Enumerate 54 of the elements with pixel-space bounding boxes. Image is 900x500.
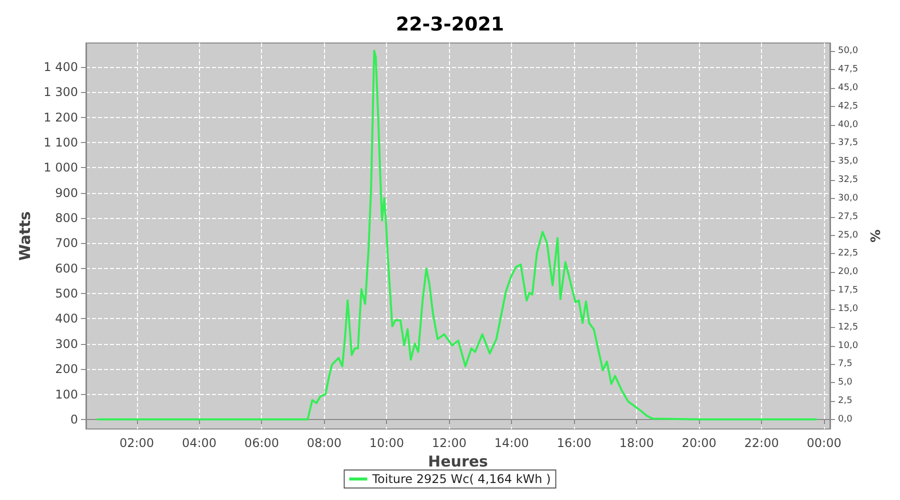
y-tick-label: 900 (55, 186, 78, 200)
x-tick-label: 20:00 (682, 436, 716, 450)
x-tick-label: 02:00 (119, 436, 154, 450)
y2-tick-label: 40,0 (838, 120, 858, 130)
y-tick-label: 1 400 (44, 60, 78, 74)
legend-label: Toiture 2925 Wc( 4,164 kWh ) (371, 472, 551, 486)
y2-tick-label: 50,0 (838, 46, 858, 56)
y2-tick-label: 7,5 (838, 359, 852, 370)
line-series (96, 50, 818, 420)
y2-tick-label: 30,0 (838, 193, 858, 204)
y2-tick-label: 27,5 (838, 212, 858, 222)
y-tick-label: 600 (55, 261, 78, 276)
x-tick-label: 10:00 (369, 436, 404, 450)
x-tick-label: 00:00 (806, 436, 842, 450)
y2-tick-label: 20,0 (838, 267, 858, 278)
y2-tick-label: 37,5 (838, 138, 858, 148)
y2-tick-label: 47,5 (838, 64, 858, 75)
y-tick-label: 1 200 (44, 110, 78, 124)
x-tick-label: 18:00 (619, 436, 654, 450)
y2-tick-label: 2,5 (838, 396, 852, 406)
y2-tick-label: 15,0 (838, 304, 858, 314)
x-tick-label: 14:00 (494, 436, 529, 450)
y2-tick-label: 32,5 (838, 175, 858, 186)
y2-tick-label: 5,0 (838, 378, 853, 388)
y-axis-title: Watts (16, 211, 34, 261)
y-tick-label: 200 (55, 362, 78, 376)
y-tick-label: 1 000 (44, 160, 78, 175)
y2-axis-title: % (869, 229, 884, 243)
chart-title: 22-3-2021 (396, 14, 504, 36)
y-tick-label: 500 (55, 286, 78, 301)
y-tick-label: 100 (55, 387, 78, 402)
y-tick-label: 0 (70, 412, 78, 426)
y2-tick-label: 42,5 (838, 101, 858, 112)
y-tick-label: 1 300 (44, 85, 78, 100)
y-tick-label: 400 (55, 312, 78, 326)
x-axis-title: Heures (428, 452, 488, 470)
x-tick-label: 06:00 (244, 436, 280, 450)
y2-tick-label: 17,5 (838, 286, 858, 296)
x-tick-label: 16:00 (556, 436, 592, 450)
x-tick-label: 08:00 (306, 436, 342, 450)
y2-tick-label: 22,5 (838, 248, 858, 259)
y2-tick-label: 35,0 (838, 156, 858, 167)
y-tick-label: 1 100 (44, 135, 78, 150)
x-tick-label: 12:00 (432, 436, 466, 450)
y-tick-label: 300 (55, 336, 78, 351)
y-tick-label: 800 (55, 210, 78, 225)
y2-tick-label: 10,0 (838, 340, 858, 351)
y2-tick-label: 12,5 (838, 322, 858, 332)
x-tick-label: 22:00 (744, 436, 779, 450)
y2-tick-label: 0,0 (838, 414, 853, 424)
x-tick-label: 04:00 (182, 436, 217, 450)
y2-tick-label: 25,0 (838, 230, 858, 240)
y2-tick-label: 45,0 (838, 82, 858, 93)
y-tick-label: 700 (55, 236, 78, 250)
